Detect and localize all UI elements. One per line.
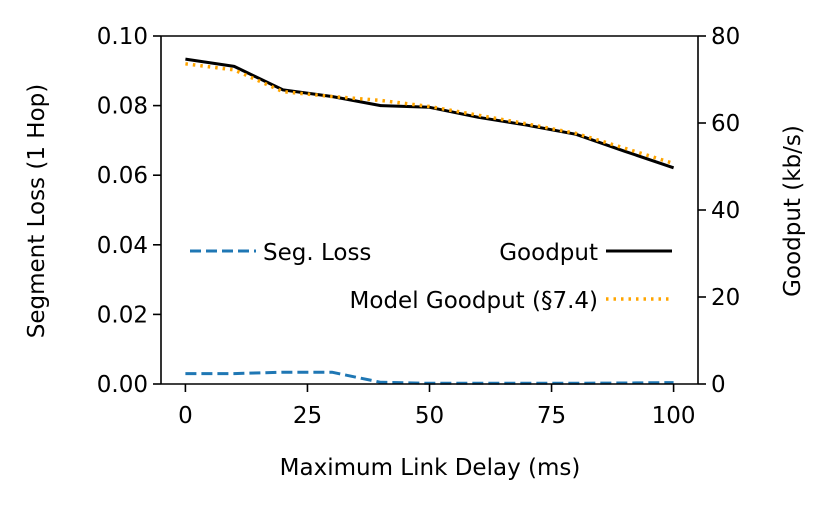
- x-tick-label: 25: [293, 403, 322, 429]
- right-y-tick-label: 20: [711, 285, 740, 311]
- x-tick-label: 100: [652, 403, 696, 429]
- right-y-tick-label: 60: [711, 111, 740, 137]
- legend-label-model-goodput: Model Goodput (§7.4): [350, 288, 598, 314]
- left-y-tick-label: 0.06: [97, 163, 148, 189]
- legend-label-seg-loss: Seg. Loss: [263, 240, 371, 266]
- x-tick-label: 50: [415, 403, 444, 429]
- right-y-axis-title: Goodput (kb/s): [780, 125, 806, 297]
- right-y-tick-label: 80: [711, 24, 740, 50]
- right-y-tick-label: 40: [711, 198, 740, 224]
- x-axis-ticks: 0 25 50 75 100: [178, 384, 696, 429]
- left-y-tick-label: 0.00: [97, 372, 148, 398]
- goodput-line: [185, 57, 675, 170]
- left-y-axis-title: Segment Loss (1 Hop): [24, 84, 50, 338]
- x-tick-label: 75: [537, 403, 566, 429]
- right-y-tick-label: 0: [711, 372, 726, 398]
- legend: Seg. Loss Goodput Model Goodput (§7.4): [190, 240, 672, 314]
- seg-loss-line: [185, 370, 674, 385]
- right-y-axis-ticks: 0 20 40 60 80: [698, 24, 740, 398]
- left-y-tick-label: 0.10: [97, 24, 148, 50]
- x-tick-label: 0: [178, 403, 193, 429]
- left-y-axis-ticks: 0.00 0.02 0.04 0.06 0.08 0.10: [97, 24, 161, 398]
- model-goodput-line: [185, 62, 675, 166]
- left-y-tick-label: 0.04: [97, 233, 148, 259]
- left-y-tick-label: 0.08: [97, 94, 148, 120]
- legend-label-goodput: Goodput: [499, 240, 598, 266]
- left-y-tick-label: 0.02: [97, 302, 148, 328]
- axes: [160, 35, 699, 385]
- x-axis-title: Maximum Link Delay (ms): [280, 455, 581, 481]
- plot-lines: [185, 57, 675, 385]
